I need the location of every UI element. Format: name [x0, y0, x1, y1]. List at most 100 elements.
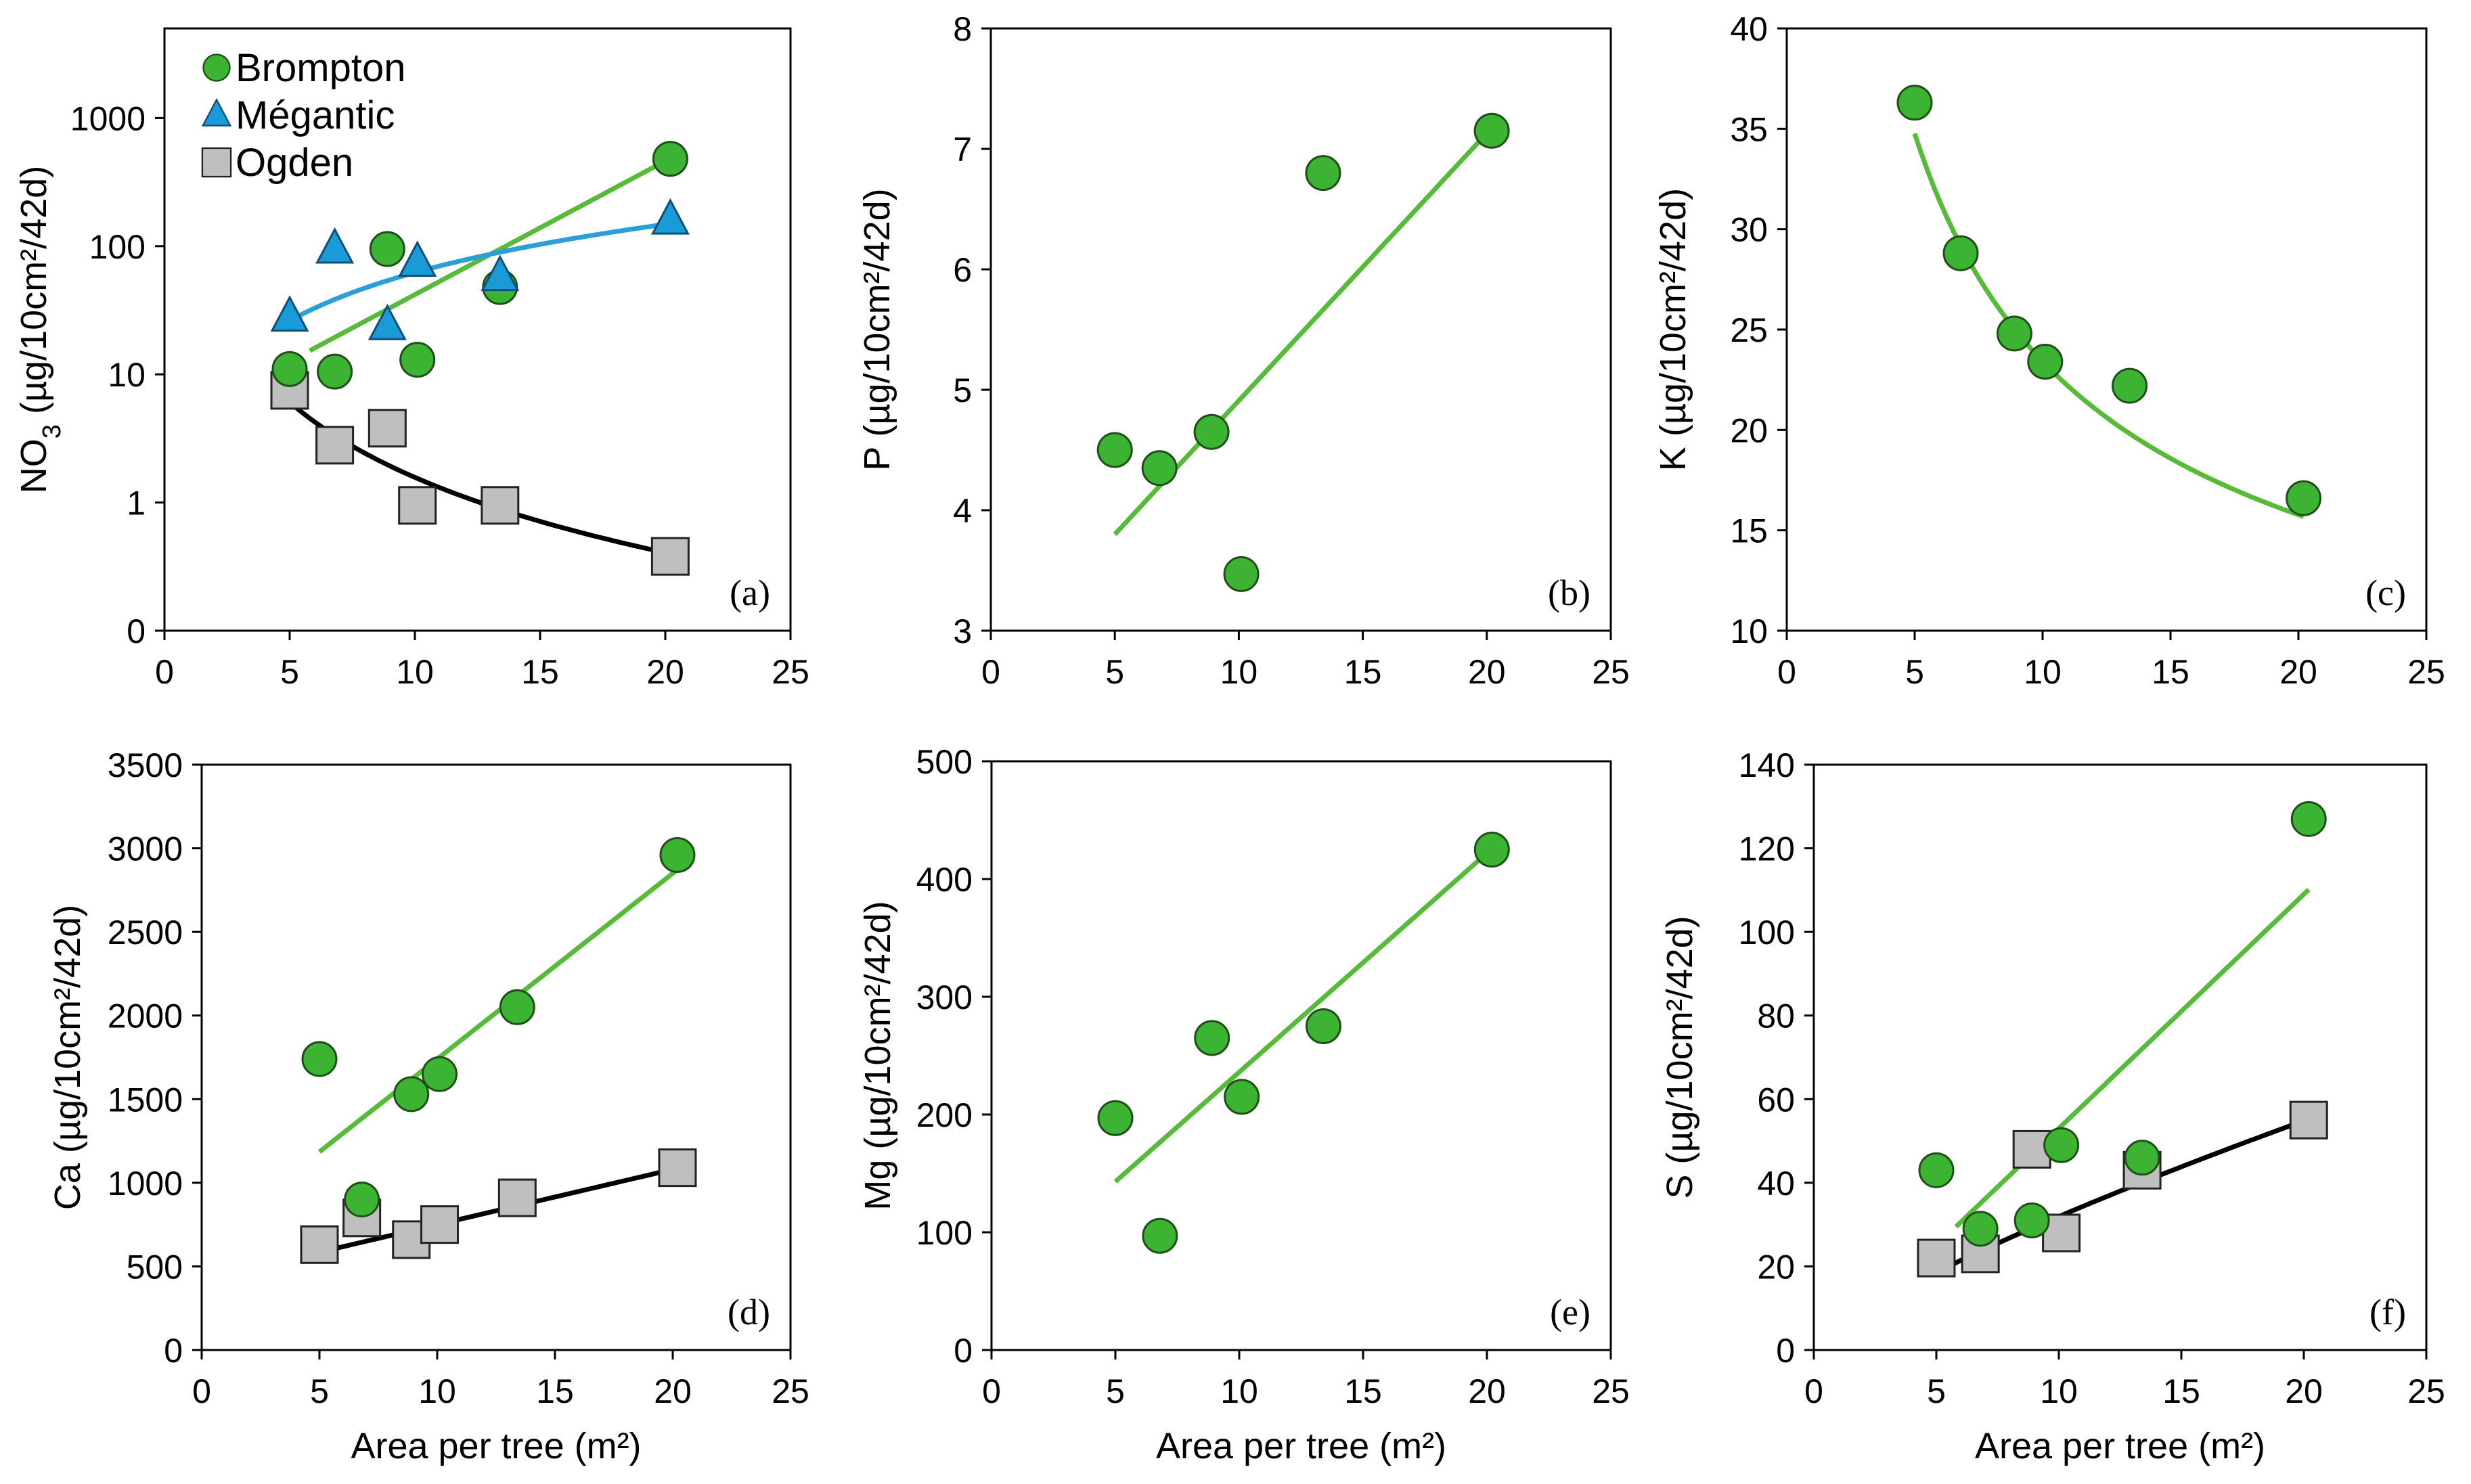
y-axis-title: S (µg/10cm²/42d)	[1660, 916, 1700, 1198]
x-tick-label: 20	[1468, 653, 1506, 691]
y-tick-label: 500	[916, 743, 973, 781]
panel-f: 0 5 10 15 20 25 0 20 40 60 80 100 120 140 S (µg/10cm²/…	[1660, 746, 2445, 1466]
point-brompton	[2112, 367, 2148, 404]
y-tick-label: 8	[953, 10, 972, 48]
point-megantic	[270, 295, 309, 332]
x-tick-label: 0	[982, 1372, 1001, 1410]
panel-label: (f)	[2369, 1292, 2406, 1332]
point-ogden	[650, 537, 690, 576]
point-brompton	[1194, 1020, 1230, 1056]
y-tick-label: 0	[954, 1332, 973, 1370]
x-tick-label: 15	[2162, 1372, 2200, 1410]
point-brompton	[1962, 1211, 1999, 1247]
x-tick-label: 0	[192, 1372, 211, 1410]
x-tick-label: 0	[1777, 653, 1796, 691]
y-axis-title: NO3 (µg/10cm²/42d)	[14, 166, 66, 493]
y-axis-title-main: Mg	[858, 1160, 898, 1211]
point-brompton	[271, 351, 308, 387]
point-brompton	[2124, 1140, 2160, 1176]
point-ogden	[481, 486, 520, 525]
legend-label: Mégantic	[236, 93, 395, 137]
y-tick-label: 1	[127, 485, 146, 522]
y-tick-label: 10	[1730, 612, 1768, 650]
x-tick-label: 25	[772, 653, 809, 691]
legend-triangle-icon	[201, 97, 232, 127]
y-tick-label: 10	[108, 356, 146, 394]
x-tick-label: 5	[280, 653, 299, 691]
y-tick-label: 15	[1730, 512, 1768, 550]
y-axis-title: Ca (µg/10cm²/42d)	[47, 905, 88, 1210]
point-brompton	[301, 1041, 338, 1077]
plot-frame	[163, 27, 792, 632]
x-tick-label: 15	[1344, 1372, 1382, 1410]
y-tick-label: 100	[89, 228, 146, 266]
plot-frame	[989, 27, 1612, 632]
y-axis-title-main: S	[1660, 1175, 1700, 1199]
y-tick-label: 7	[953, 131, 972, 168]
y-tick-label: 500	[127, 1248, 183, 1286]
y-tick-label: 5	[953, 372, 972, 409]
x-tick-label: 20	[654, 1372, 692, 1410]
point-brompton	[1224, 1079, 1260, 1115]
fit-line-brompton	[317, 868, 680, 1154]
point-brompton	[399, 342, 436, 378]
x-tick-label: 0	[981, 653, 1000, 691]
x-axis-title: Area per tree (m²)	[1156, 1426, 1446, 1466]
x-tick-label: 5	[1105, 653, 1124, 691]
y-axis-title-sub: 3	[38, 424, 66, 439]
y-axis-title: Mg (µg/10cm²/42d)	[858, 901, 898, 1210]
y-tick-label: 140	[1739, 746, 1795, 784]
panel-label: (b)	[1548, 572, 1590, 613]
x-axis-title: Area per tree (m²)	[351, 1426, 641, 1466]
point-brompton	[1096, 432, 1133, 468]
point-brompton	[2286, 480, 2322, 516]
point-brompton	[499, 989, 535, 1025]
y-tick-label: 80	[1757, 997, 1795, 1035]
point-brompton	[1223, 556, 1260, 592]
point-brompton	[1896, 85, 1933, 121]
x-tick-label: 15	[536, 1372, 574, 1410]
legend-circle-icon	[202, 53, 231, 82]
x-tick-label: 15	[521, 653, 559, 691]
point-brompton	[1473, 832, 1510, 868]
point-brompton	[317, 353, 353, 390]
x-tick-label: 10	[2024, 653, 2062, 691]
x-tick-label: 0	[1804, 1372, 1823, 1410]
panel-label: (a)	[730, 572, 770, 613]
y-tick-label: 2000	[108, 997, 183, 1035]
x-tick-label: 25	[2407, 1372, 2445, 1410]
point-brompton	[421, 1056, 458, 1092]
point-megantic	[315, 227, 355, 264]
point-brompton	[393, 1076, 430, 1112]
fit-line-megantic	[288, 221, 671, 323]
point-brompton	[369, 231, 405, 267]
y-tick-label: 35	[1730, 110, 1768, 148]
y-axis-title-units: (µg/10cm²/42d)	[47, 905, 88, 1163]
x-tick-label: 25	[772, 1372, 809, 1410]
y-axis-title-main: K	[1653, 447, 1693, 471]
point-ogden	[2042, 1213, 2081, 1253]
panel-label: (d)	[728, 1292, 770, 1332]
y-tick-label: 60	[1757, 1081, 1795, 1119]
y-tick-label: 1000	[70, 99, 146, 137]
legend-label: Ogden	[236, 141, 353, 185]
fit-line-brompton	[1113, 126, 1494, 536]
y-tick-label: 3	[953, 612, 972, 650]
y-tick-label: 100	[916, 1214, 973, 1252]
y-tick-label: 25	[1730, 311, 1768, 349]
panel-label: (e)	[1550, 1292, 1590, 1332]
point-ogden	[420, 1205, 459, 1244]
y-tick-label: 40	[1730, 10, 1768, 48]
point-brompton	[659, 836, 696, 873]
point-ogden	[398, 486, 437, 525]
y-tick-label: 2500	[108, 914, 183, 951]
point-brompton	[1996, 315, 2032, 352]
x-tick-label: 10	[1220, 1372, 1258, 1410]
y-axis-title-units: (µg/10cm²/42d)	[14, 166, 54, 424]
point-ogden	[2289, 1100, 2328, 1140]
y-tick-label: 100	[1739, 914, 1795, 951]
plot-frame	[200, 763, 792, 1351]
x-tick-label: 10	[396, 653, 434, 691]
